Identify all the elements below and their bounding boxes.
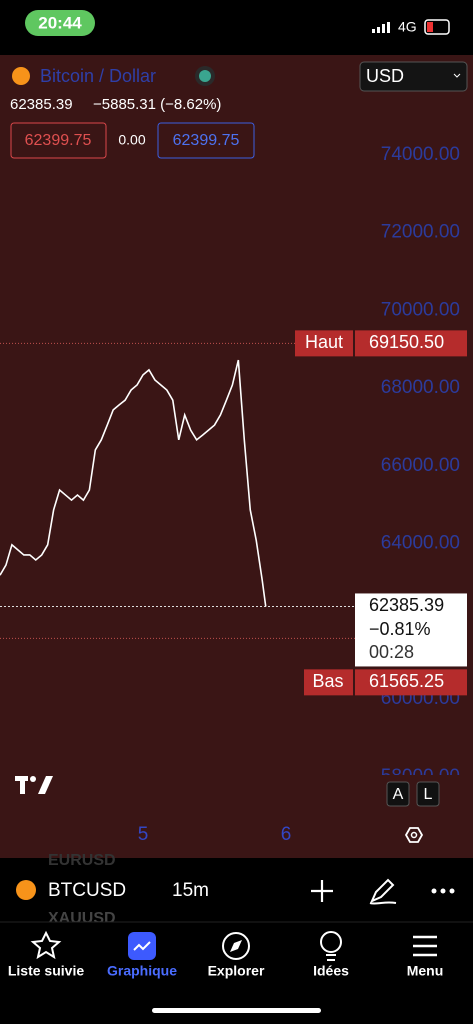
dropdown-arrow (453, 73, 461, 78)
y-tick-label: 70000.00 (381, 299, 460, 320)
y-tick-label: 64000.00 (381, 533, 460, 554)
chart-background (0, 55, 473, 858)
battery-icon (424, 19, 450, 35)
tradingview-logo (15, 776, 53, 794)
price-change: −5885.31 (−8.62%) (93, 96, 221, 113)
x-tick-label: 5 (138, 824, 149, 845)
log-scale-label: L (424, 786, 433, 803)
menu-icon (413, 935, 437, 957)
ideas-icon (320, 931, 342, 953)
y-tick-label: 74000.00 (381, 144, 460, 165)
tab-label[interactable]: Liste suivie (8, 963, 84, 979)
tab-label[interactable]: Menu (407, 963, 444, 979)
explore-icon (222, 932, 250, 960)
high-label-box (295, 330, 353, 357)
high-value-box (355, 330, 467, 357)
coin-icon (12, 67, 30, 85)
tab-label[interactable]: Graphique (107, 963, 177, 979)
market-status-dot (199, 70, 211, 82)
coin-icon (16, 880, 36, 900)
low-label-box (304, 669, 353, 696)
last-price: 62385.39 (10, 96, 73, 113)
status-network: 4G (398, 19, 417, 35)
symbol-name: Bitcoin / Dollar (40, 66, 156, 86)
tab-label[interactable]: Idées (313, 963, 349, 979)
buy-button[interactable] (157, 122, 255, 159)
high-value: 69150.50 (369, 332, 444, 352)
currency: USD (366, 66, 404, 86)
chart-tab-glyph (133, 941, 151, 951)
add-icon[interactable] (311, 880, 333, 902)
auto-scale-button[interactable] (386, 781, 410, 807)
home-indicator (152, 1008, 321, 1013)
bid-price: 62399.75 (25, 132, 92, 149)
more-icon[interactable] (431, 888, 455, 894)
countdown: 00:28 (369, 642, 414, 662)
y-tick-label: 68000.00 (381, 377, 460, 398)
time-pill (25, 10, 95, 36)
low-label: Bas (312, 671, 343, 691)
high-label: Haut (305, 332, 343, 352)
auto-scale-label: A (393, 786, 404, 803)
current-change: −0.81% (369, 619, 431, 639)
current-box (355, 593, 467, 667)
y-tick-label: 66000.00 (381, 455, 460, 476)
battery-level (427, 22, 433, 32)
draw-icon[interactable] (369, 878, 397, 905)
signal-icon (372, 22, 390, 33)
tab-bar (0, 922, 473, 1024)
status-time: 20:44 (38, 13, 82, 32)
low-value-box (355, 669, 467, 696)
price-line (0, 359, 267, 607)
ask-price: 62399.75 (173, 132, 240, 149)
explore-needle (230, 940, 242, 952)
low-value: 61565.25 (369, 671, 444, 691)
currency-select[interactable] (359, 61, 468, 92)
previous-symbol: EURUSD (48, 852, 116, 869)
log-scale-button[interactable] (416, 781, 440, 807)
ideas-base (326, 954, 336, 961)
x-tick-label: 6 (281, 824, 292, 845)
chart-tab-icon (128, 932, 156, 960)
settings-icon[interactable] (404, 827, 424, 843)
interval[interactable]: 15m (172, 880, 209, 901)
current-value: 62385.39 (369, 595, 444, 615)
watchlist-icon (30, 930, 62, 960)
spread: 0.00 (118, 132, 145, 148)
settings-icon-center (410, 831, 418, 839)
sell-button[interactable] (10, 122, 107, 159)
symbol[interactable]: BTCUSD (48, 880, 126, 901)
tab-labels: Liste suivie Graphique Explorer Idées Menu (8, 963, 443, 979)
tab-label[interactable]: Explorer (208, 963, 265, 979)
y-tick-label: 72000.00 (381, 222, 460, 243)
y-tick-label: 58000.00 (381, 766, 460, 787)
